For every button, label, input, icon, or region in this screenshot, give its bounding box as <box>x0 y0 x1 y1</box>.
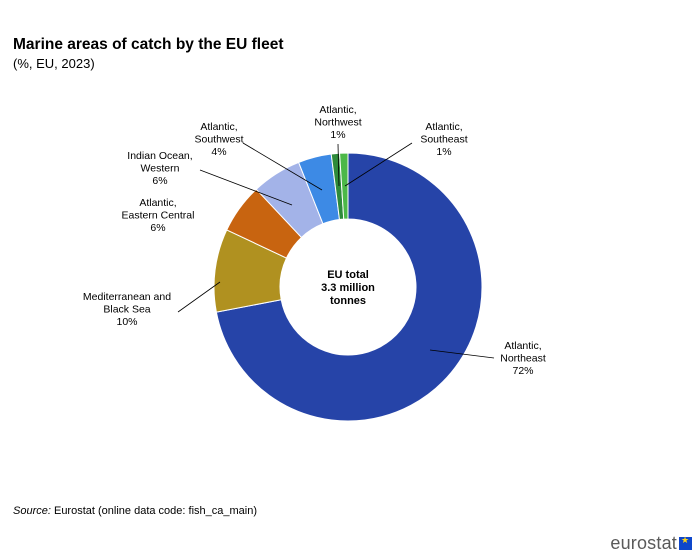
slice-label-atlantic-southeast: Atlantic, Southeast 1% <box>420 121 467 158</box>
chart-title: Marine areas of catch by the EU fleet <box>13 36 284 53</box>
leader-line-atlantic-northeast <box>429 349 495 359</box>
slice-label-atlantic-northwest: Atlantic, Northwest 1% <box>314 104 361 141</box>
slice-label-mediterranean-and-black-sea: Mediterranean and Black Sea 10% <box>83 291 171 328</box>
slice-label-indian-ocean-western: Indian Ocean, Western 6% <box>127 150 192 187</box>
slice-atlantic-southeast <box>339 152 349 220</box>
logo-text: eurostat <box>610 533 677 553</box>
chart-subtitle: (%, EU, 2023) <box>13 56 95 71</box>
source-note: Source: Eurostat (online data code: fish… <box>13 505 257 517</box>
source-prefix: Source: <box>13 505 51 517</box>
slice-label-atlantic-southwest: Atlantic, Southwest 4% <box>194 121 243 158</box>
slice-label-atlantic-northeast: Atlantic, Northeast 72% <box>500 340 546 377</box>
donut-chart: Atlantic, Northeast 72% Mediterranean and Bl… <box>83 104 546 422</box>
slice-atlantic-northeast <box>215 152 483 422</box>
leader-line-atlantic-southwest <box>242 142 323 191</box>
eurostat-logo: eurostat <box>610 533 692 554</box>
center-label: EU total 3.3 million tonnes <box>321 269 375 307</box>
source-text: Eurostat (online data code: fish_ca_main… <box>50 505 257 517</box>
leader-line-atlantic-northwest <box>337 143 340 187</box>
slice-label-atlantic-eastern-central: Atlantic, Eastern Central 6% <box>122 197 195 234</box>
leader-line-indian-ocean-western <box>199 169 293 206</box>
leader-line-atlantic-southeast <box>344 142 413 187</box>
leader-line-mediterranean-and-black-sea <box>177 281 221 313</box>
eu-flag-icon <box>679 535 692 550</box>
